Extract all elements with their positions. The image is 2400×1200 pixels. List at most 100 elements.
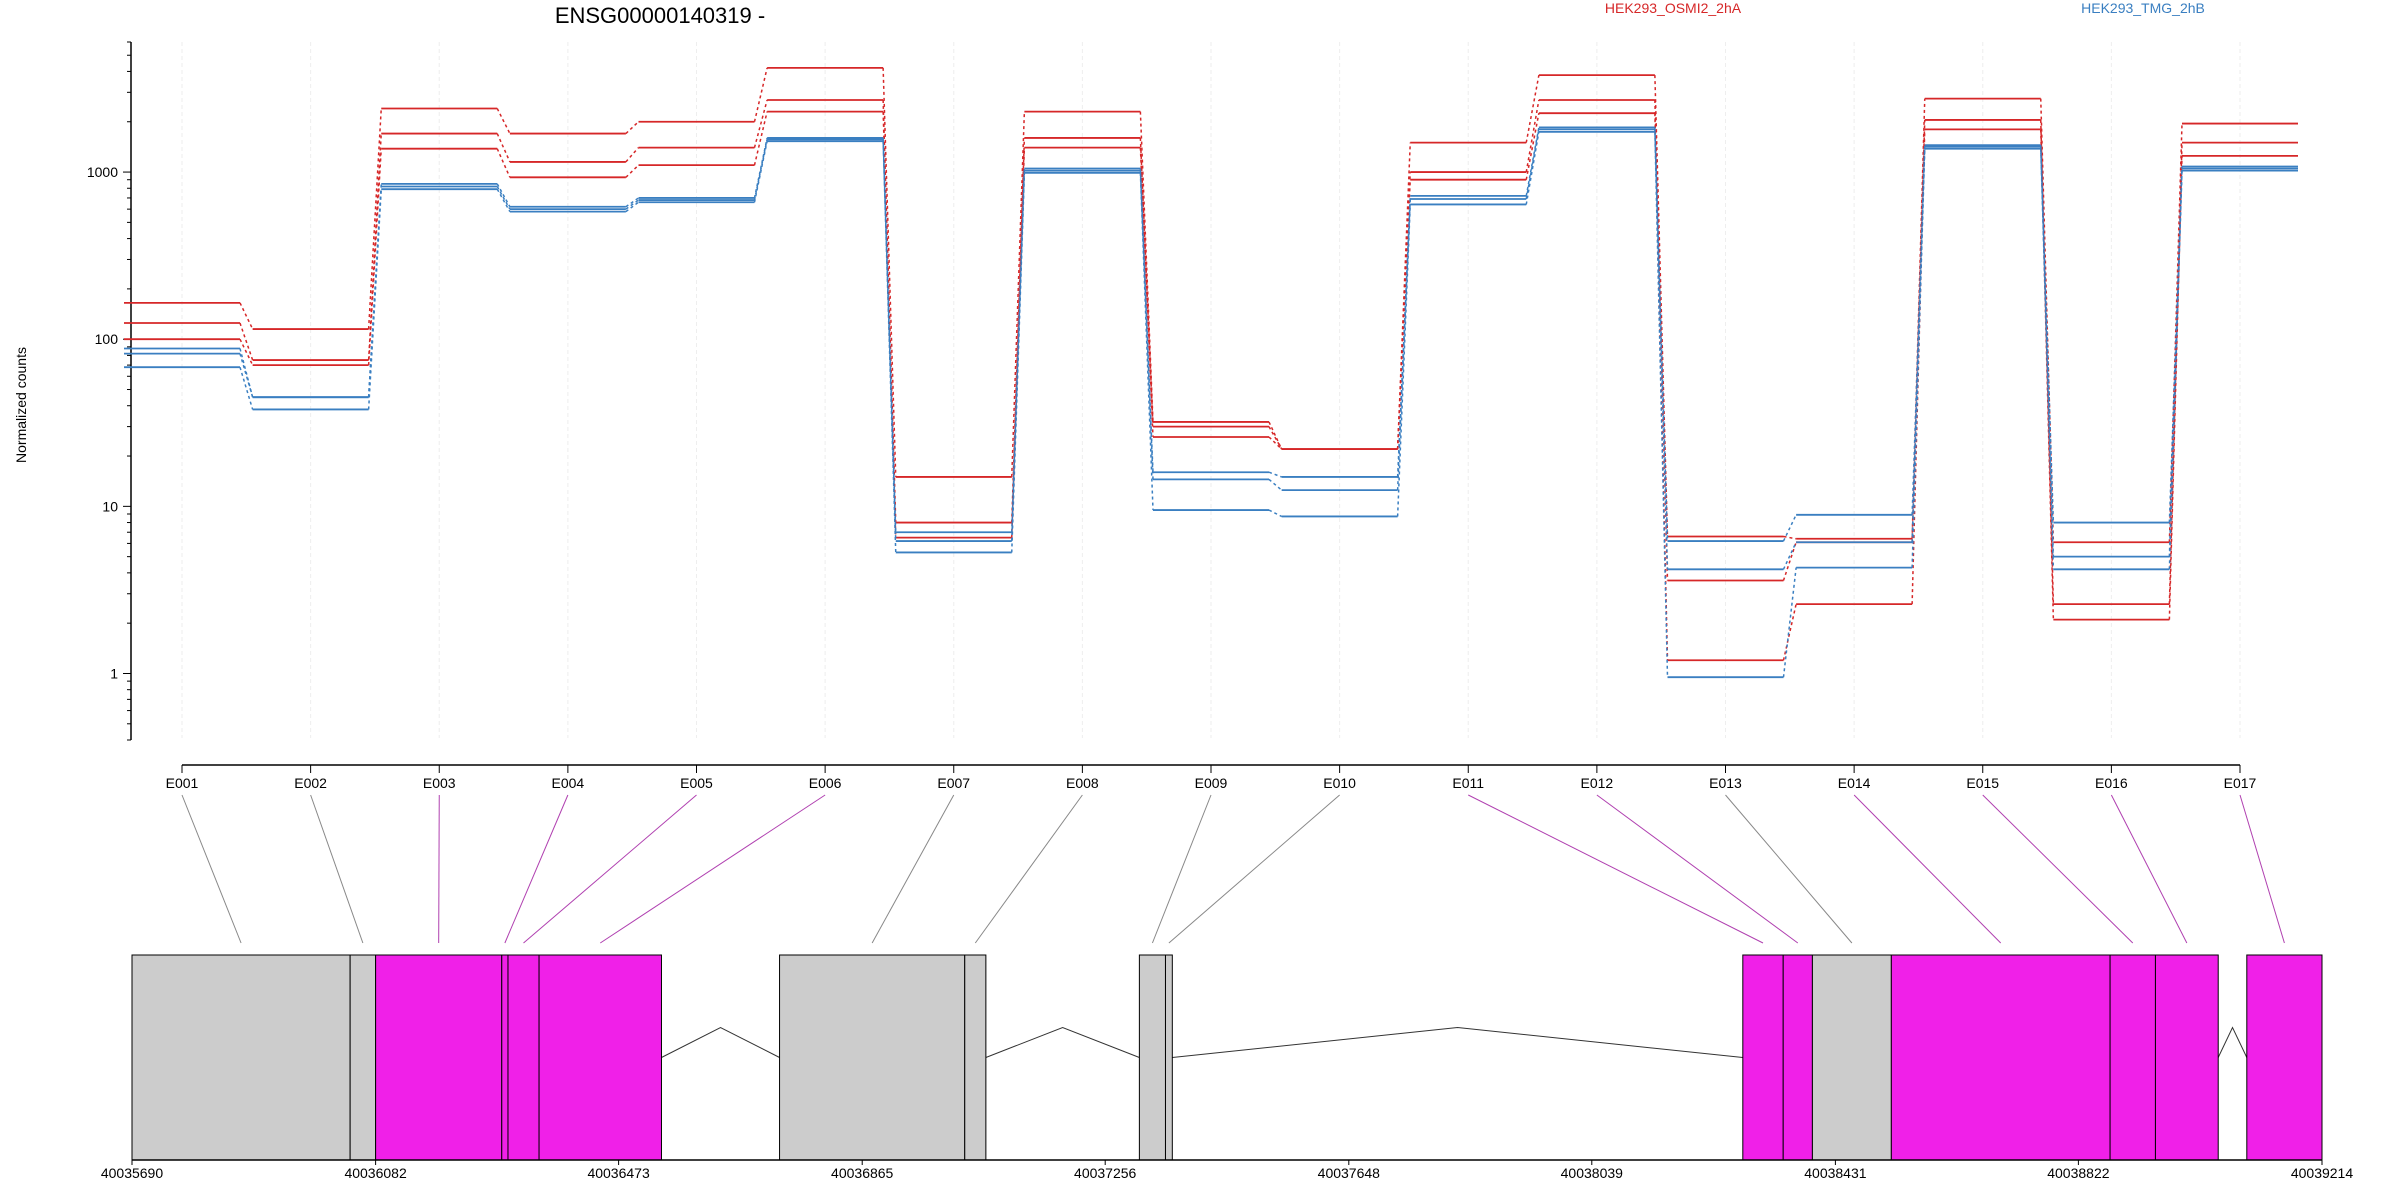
exon-box-E002 bbox=[349, 954, 377, 1161]
series-1-connector bbox=[1268, 421, 1283, 450]
connector-E013 bbox=[1725, 794, 1853, 944]
series-3-connector bbox=[1268, 436, 1283, 450]
series-5-connector bbox=[625, 199, 639, 210]
exon-box-E010 bbox=[1164, 954, 1173, 1161]
exon-box-E017 bbox=[2246, 954, 2323, 1161]
series-6-connector bbox=[1525, 131, 1540, 205]
coordinate-label: 40038431 bbox=[1804, 1165, 1867, 1181]
exon-label-E012: E012 bbox=[1581, 775, 1614, 791]
series-4-connector bbox=[1268, 471, 1282, 478]
series-2-connector bbox=[753, 99, 768, 148]
y-tick-label: 1000 bbox=[87, 164, 118, 180]
series-6-connector bbox=[367, 189, 382, 410]
y-tick-label: 10 bbox=[102, 498, 118, 514]
connector-E002 bbox=[310, 794, 364, 944]
connector-E010 bbox=[1168, 794, 1340, 944]
exon-label-E001: E001 bbox=[166, 775, 199, 791]
series-lines bbox=[124, 66, 2298, 679]
exon-box-E011 bbox=[1742, 954, 1784, 1161]
connector-E009 bbox=[1151, 794, 1212, 944]
exon-box-E001 bbox=[131, 954, 351, 1161]
exon-label-E006: E006 bbox=[809, 775, 842, 791]
connector-E012 bbox=[1596, 794, 1799, 944]
y-axis: 1 10 100 1000 bbox=[87, 41, 132, 741]
coordinate-axis: 40035690 40036082 40036473 40036865 40037256… bbox=[101, 1159, 2354, 1181]
exon-box-E015 bbox=[2109, 954, 2156, 1161]
series-2-connector bbox=[625, 147, 640, 163]
series-5-connector bbox=[1782, 541, 1797, 570]
intron-3 bbox=[1172, 1026, 1743, 1058]
series-6-connector bbox=[496, 188, 511, 212]
exon-label-E003: E003 bbox=[423, 775, 456, 791]
series-3-connector bbox=[239, 338, 254, 366]
series-1-connector bbox=[2040, 98, 2055, 543]
exon-label-E008: E008 bbox=[1066, 775, 1099, 791]
connector-E014 bbox=[1853, 794, 2002, 944]
series-6-connector bbox=[1396, 204, 1411, 517]
connector-E006 bbox=[599, 794, 826, 944]
y-tick-label: 1 bbox=[110, 665, 118, 681]
connector-E016 bbox=[2110, 794, 2188, 944]
connector-E015 bbox=[1982, 794, 2134, 944]
exon-box-E006 bbox=[538, 954, 662, 1161]
exon-box-E014 bbox=[1890, 954, 2111, 1161]
series-5-connector bbox=[1396, 198, 1411, 491]
exon-label-E009: E009 bbox=[1195, 775, 1228, 791]
exon-label-E004: E004 bbox=[552, 775, 585, 791]
series-6-connector bbox=[2168, 170, 2183, 570]
vertical-grid bbox=[181, 42, 2241, 738]
series-6-connector bbox=[2040, 148, 2055, 570]
exon-connectors bbox=[181, 794, 2285, 944]
series-2-connector bbox=[1011, 137, 1026, 523]
connector-E005 bbox=[523, 794, 697, 944]
coordinate-label: 40036082 bbox=[344, 1165, 407, 1181]
exon-axis: E001 E002 E003 E004 E005 E006 E007 E008 E009 E010… bbox=[166, 764, 2257, 791]
series-6-connector bbox=[1782, 567, 1797, 678]
series-5-connector bbox=[1268, 478, 1283, 491]
coordinate-label: 40039214 bbox=[2291, 1165, 2354, 1181]
coordinate-label: 40037648 bbox=[1318, 1165, 1381, 1181]
series-1-connector bbox=[882, 67, 897, 477]
series-1-connector bbox=[753, 67, 768, 122]
exon-label-E010: E010 bbox=[1323, 775, 1356, 791]
chart-title: ENSG00000140319 - bbox=[555, 3, 765, 28]
connector-E008 bbox=[974, 794, 1083, 944]
series-1-connector bbox=[239, 302, 254, 330]
series-6-connector bbox=[239, 366, 254, 410]
exon-label-E011: E011 bbox=[1452, 775, 1484, 791]
exon-box-E009 bbox=[1138, 954, 1166, 1161]
y-axis-label: Normalized counts bbox=[13, 347, 29, 463]
series-3-connector bbox=[1782, 603, 1797, 661]
series-4-connector bbox=[496, 183, 511, 208]
series-6-connector bbox=[625, 201, 639, 213]
series-3-connector bbox=[625, 164, 640, 178]
series-1-connector bbox=[1011, 111, 1026, 477]
series-1-connector bbox=[367, 108, 382, 330]
exon-label-E005: E005 bbox=[680, 775, 713, 791]
series-3-connector bbox=[1396, 179, 1411, 450]
series-2-connector bbox=[1268, 426, 1283, 450]
series-5-connector bbox=[2040, 146, 2055, 557]
exon-box-E013 bbox=[1811, 954, 1892, 1161]
series-6-connector bbox=[1911, 148, 1926, 568]
intron-4 bbox=[2217, 1026, 2248, 1058]
coordinate-label: 40036865 bbox=[831, 1165, 894, 1181]
series-3-connector bbox=[496, 148, 511, 178]
series-5-connector bbox=[1654, 129, 1669, 570]
series-6-connector bbox=[882, 141, 897, 553]
connector-E017 bbox=[2239, 794, 2285, 944]
series-5 bbox=[124, 128, 2298, 571]
y-tick-label: 100 bbox=[95, 331, 119, 347]
series-1-connector bbox=[1139, 111, 1154, 422]
connector-E004 bbox=[504, 794, 569, 944]
series-6-connector bbox=[1268, 509, 1282, 518]
series-3-connector bbox=[1139, 147, 1154, 438]
series-3-connector bbox=[1525, 113, 1540, 180]
exon-box-E007 bbox=[779, 954, 966, 1161]
exon-box-E004 bbox=[501, 954, 509, 1161]
series-6 bbox=[124, 130, 2298, 679]
exon-label-E013: E013 bbox=[1709, 775, 1742, 791]
legend-entry-group-2: HEK293_TMG_2hB bbox=[2081, 0, 2205, 16]
coordinate-label: 40035690 bbox=[101, 1165, 164, 1181]
series-1-connector bbox=[1396, 142, 1411, 450]
